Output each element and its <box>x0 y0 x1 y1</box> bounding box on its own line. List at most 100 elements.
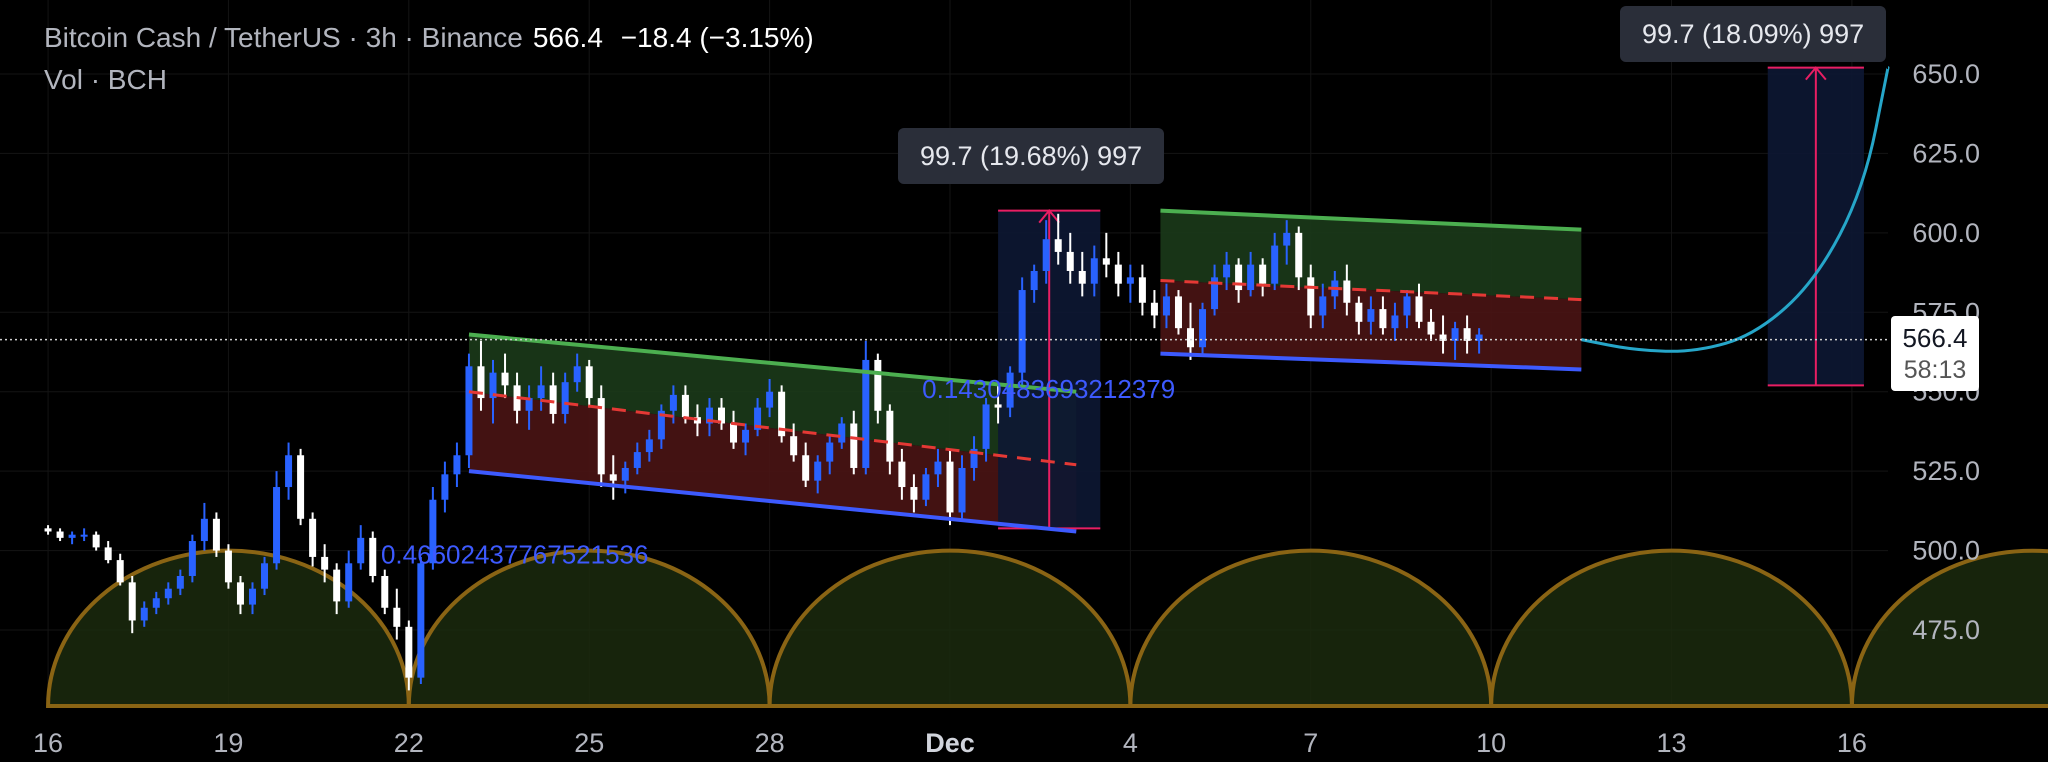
candle-body <box>549 385 557 414</box>
candle-body <box>1271 245 1279 284</box>
candle-body <box>429 499 437 564</box>
candle-body <box>285 455 293 488</box>
candle-body <box>1150 302 1158 316</box>
channel-top-line <box>1160 208 1582 232</box>
cycle-arc <box>1849 548 2048 708</box>
candle-body <box>453 455 461 475</box>
candle-body <box>477 366 485 399</box>
candle-body <box>1223 264 1231 278</box>
candle-body <box>802 455 810 481</box>
candle-body <box>261 563 269 589</box>
candle-body <box>176 575 184 589</box>
candle-body <box>248 588 256 605</box>
candle-body <box>1126 277 1134 284</box>
y-axis-tick-label: 475.0 <box>1912 615 1980 645</box>
current-price-tag: 566.4 58:13 <box>1891 316 1979 391</box>
candle-body <box>1187 328 1195 348</box>
x-axis-tick-label: 13 <box>1657 728 1687 758</box>
x-axis-tick-label: 28 <box>755 728 785 758</box>
candle-body <box>934 461 942 475</box>
candle-body <box>236 582 244 605</box>
candle-body <box>946 461 954 513</box>
candle-body <box>164 588 172 599</box>
channel-mid-line <box>468 390 1077 467</box>
chart-header: Bitcoin Cash / TetherUS · 3h · Binance 56… <box>44 22 814 54</box>
candle-body <box>357 537 365 564</box>
candle-body <box>405 626 413 678</box>
candle-body <box>465 366 473 456</box>
candle-body <box>778 391 786 437</box>
cycle-arc <box>1128 548 1494 708</box>
candle-body <box>958 467 966 513</box>
candle-body <box>621 467 629 481</box>
x-axis-tick-label: 4 <box>1123 728 1138 758</box>
candle-body <box>898 461 906 488</box>
candle-body <box>585 366 593 399</box>
candle-body <box>994 404 1002 408</box>
x-axis-tick-label: 25 <box>574 728 604 758</box>
projection-curve <box>1581 66 1890 353</box>
candle-body <box>68 534 76 538</box>
price-change: −18.4 (−3.15%) <box>620 22 814 53</box>
candle-body <box>1355 302 1363 322</box>
symbol-label[interactable]: Bitcoin Cash / TetherUS · 3h · Binance <box>44 22 523 53</box>
candle-body <box>657 410 665 440</box>
candle-body <box>152 598 160 608</box>
candle-body <box>742 429 750 443</box>
candle-body <box>297 455 305 519</box>
candle-body <box>597 398 605 475</box>
channel-top-line <box>468 332 1077 394</box>
volume-label[interactable]: Vol · BCH <box>44 64 167 95</box>
candle-body <box>705 407 713 424</box>
candle-body <box>1211 277 1219 310</box>
candle-body <box>1114 264 1122 284</box>
candle-body <box>1283 232 1291 246</box>
candle-body <box>1174 296 1182 329</box>
x-axis-tick-label: Dec <box>925 728 975 758</box>
candle-body <box>681 394 689 418</box>
candle-body <box>1463 328 1471 341</box>
channel-bottom-line <box>468 469 1077 534</box>
channel-bottom-line <box>1160 351 1582 372</box>
candle-body <box>1439 334 1447 341</box>
candle-body <box>417 563 425 678</box>
y-axis-tick-label: 625.0 <box>1912 138 1980 168</box>
candle-body <box>369 537 377 576</box>
candle-body <box>814 461 822 481</box>
candle-body <box>826 442 834 462</box>
candle-body <box>754 407 762 430</box>
candle-body <box>790 436 798 456</box>
cycle-arc <box>767 549 1133 708</box>
candle-body <box>188 541 196 576</box>
candle-body <box>1247 264 1255 291</box>
candle-body <box>200 518 208 542</box>
current-price: 566.4 <box>1902 323 1968 353</box>
measure-arrowhead <box>1805 66 1827 81</box>
candle-body <box>1199 309 1207 348</box>
candle-body <box>128 582 136 621</box>
cycle-arc <box>406 548 772 708</box>
candle-body <box>333 569 341 602</box>
x-axis-tick-label: 7 <box>1303 728 1318 758</box>
candle-body <box>381 575 389 608</box>
cycle-arc <box>46 548 411 708</box>
measure-tooltip-2: 99.7 (18.09%) 997 <box>1620 6 1887 62</box>
candle-body <box>1391 315 1399 329</box>
candle-body <box>321 556 329 570</box>
candle-body <box>1018 290 1026 373</box>
candle-body <box>309 518 317 557</box>
x-axis-tick-label: 16 <box>1837 728 1867 758</box>
candle-body <box>140 607 148 621</box>
candle-body <box>525 398 533 411</box>
candle-body <box>693 417 701 424</box>
candle-body <box>850 423 858 468</box>
y-axis-tick-label: 600.0 <box>1912 218 1980 248</box>
candle-body <box>1367 309 1375 322</box>
y-axis-tick-label: 650.0 <box>1912 59 1980 89</box>
channel-ratio-label: 0.46602437767521536 <box>381 539 649 569</box>
candle-body <box>1319 296 1327 316</box>
candle-body <box>1379 309 1387 329</box>
candle-body <box>1090 258 1098 284</box>
candle-body <box>862 359 870 468</box>
